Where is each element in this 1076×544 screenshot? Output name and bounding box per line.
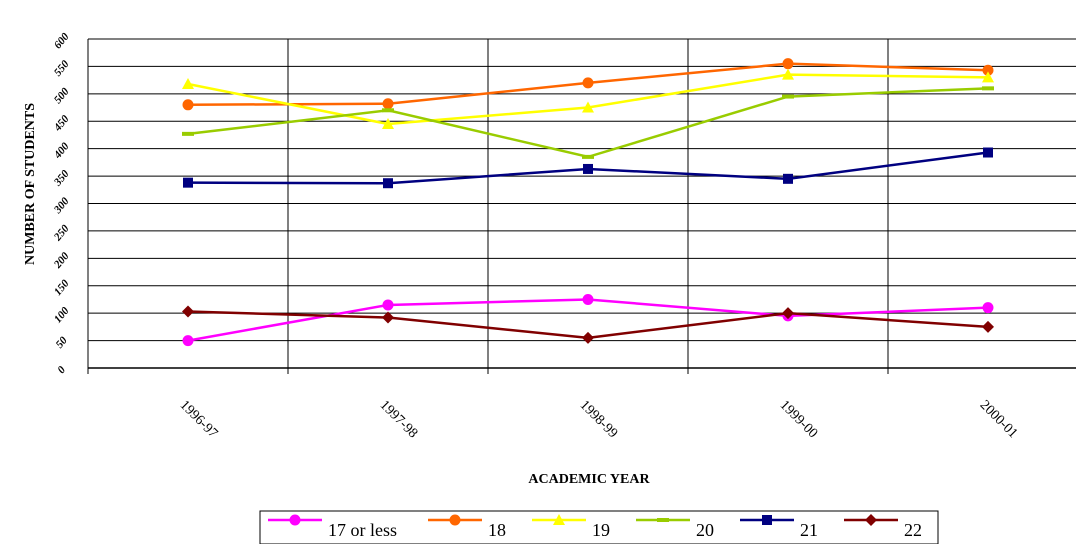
data-point: [383, 178, 393, 189]
legend-entry: 21: [740, 515, 818, 540]
data-point: [183, 177, 193, 188]
data-point: [182, 305, 194, 318]
y-tick-label: 250: [51, 222, 72, 244]
y-tick-label: 0: [55, 364, 68, 376]
x-tick-labels: 1996-97 1997-98 1998-99 1999-00 2000-01: [177, 398, 1021, 442]
data-point: [182, 77, 194, 89]
legend-entry: 20: [636, 518, 714, 540]
data-point: [982, 302, 994, 314]
data-point: [582, 77, 594, 89]
data-point: [182, 99, 194, 111]
data-point: [182, 335, 194, 347]
x-axis-title: ACADEMIC YEAR: [528, 472, 650, 487]
data-point: [382, 311, 394, 324]
y-tick-label: 350: [51, 168, 72, 190]
x-tick-label: 2000-01: [977, 398, 1021, 442]
data-point: [782, 68, 794, 80]
legend: 17 or less 18 19 20 21 22: [259, 510, 939, 544]
y-tick-label: 600: [52, 31, 72, 52]
x-tick-label: 1997-98: [377, 398, 421, 442]
data-point: [582, 101, 594, 113]
data-point: [382, 108, 394, 113]
legend-label: 22: [904, 520, 922, 540]
y-tick-label: 300: [51, 195, 72, 217]
x-tick-label: 1996-97: [177, 398, 221, 442]
series-group: [182, 58, 994, 347]
legend-label: 19: [592, 520, 610, 540]
data-point: [382, 299, 394, 311]
y-tick-label: 450: [51, 113, 72, 135]
y-tick-label: 400: [51, 140, 72, 162]
data-point: [982, 320, 994, 333]
data-point: [983, 147, 993, 158]
legend-entry: 19: [532, 514, 610, 540]
x-axis: [87, 39, 1076, 369]
data-point: [382, 98, 394, 110]
data-point: [657, 518, 669, 522]
x-tick-label: 1998-99: [577, 398, 621, 442]
series-6: [182, 305, 994, 344]
y-tick-label: 500: [52, 85, 72, 106]
y-tick-labels: 0 50 100 150 200 250 300 350 400 450 500 550 600: [51, 31, 72, 377]
series-2: [182, 58, 994, 111]
data-point: [582, 331, 594, 344]
data-point: [982, 71, 994, 83]
data-point: [783, 173, 793, 184]
legend-entry: 17 or less: [268, 514, 397, 540]
series-5: [183, 147, 993, 189]
data-point: [762, 515, 772, 525]
y-tick-label: 50: [54, 334, 71, 351]
x-tick-label: 1999-00: [777, 398, 821, 442]
data-point: [289, 514, 301, 526]
legend-entry: 18: [428, 514, 506, 540]
data-point: [382, 117, 394, 129]
legend-label: 21: [800, 520, 818, 540]
data-point: [449, 514, 461, 526]
legend-frame: [259, 510, 939, 544]
data-point: [782, 58, 794, 70]
data-point: [865, 514, 877, 526]
series-4: [182, 86, 994, 159]
series-line: [187, 87, 989, 159]
series-3: [182, 68, 994, 129]
data-point: [182, 131, 194, 136]
legend-label: 20: [696, 520, 714, 540]
y-tick-label: 550: [52, 58, 72, 79]
y-tick-label: 100: [52, 305, 72, 326]
data-point: [582, 154, 594, 159]
legend-label: 18: [488, 520, 506, 540]
data-point: [782, 307, 794, 320]
data-point: [583, 163, 593, 174]
data-point: [982, 86, 994, 91]
data-point: [553, 514, 565, 525]
data-point: [782, 94, 794, 99]
data-point: [582, 293, 594, 305]
legend-label: 17 or less: [328, 520, 397, 540]
legend-entry: 22: [844, 514, 922, 540]
y-tick-label: 150: [52, 277, 72, 298]
y-axis-title: NUMBER OF STUDENTS: [23, 103, 38, 265]
y-tick-label: 200: [51, 250, 72, 272]
